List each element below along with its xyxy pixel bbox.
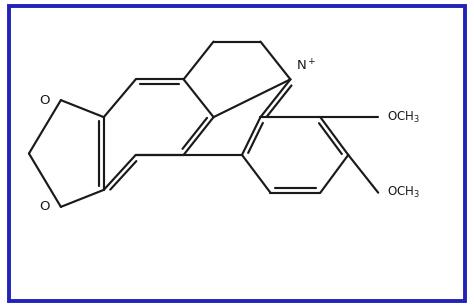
Text: OCH$_3$: OCH$_3$	[387, 185, 420, 200]
Text: O: O	[39, 200, 50, 213]
Text: OCH$_3$: OCH$_3$	[387, 110, 420, 125]
Text: O: O	[39, 94, 50, 107]
Text: N$^+$: N$^+$	[296, 58, 317, 74]
